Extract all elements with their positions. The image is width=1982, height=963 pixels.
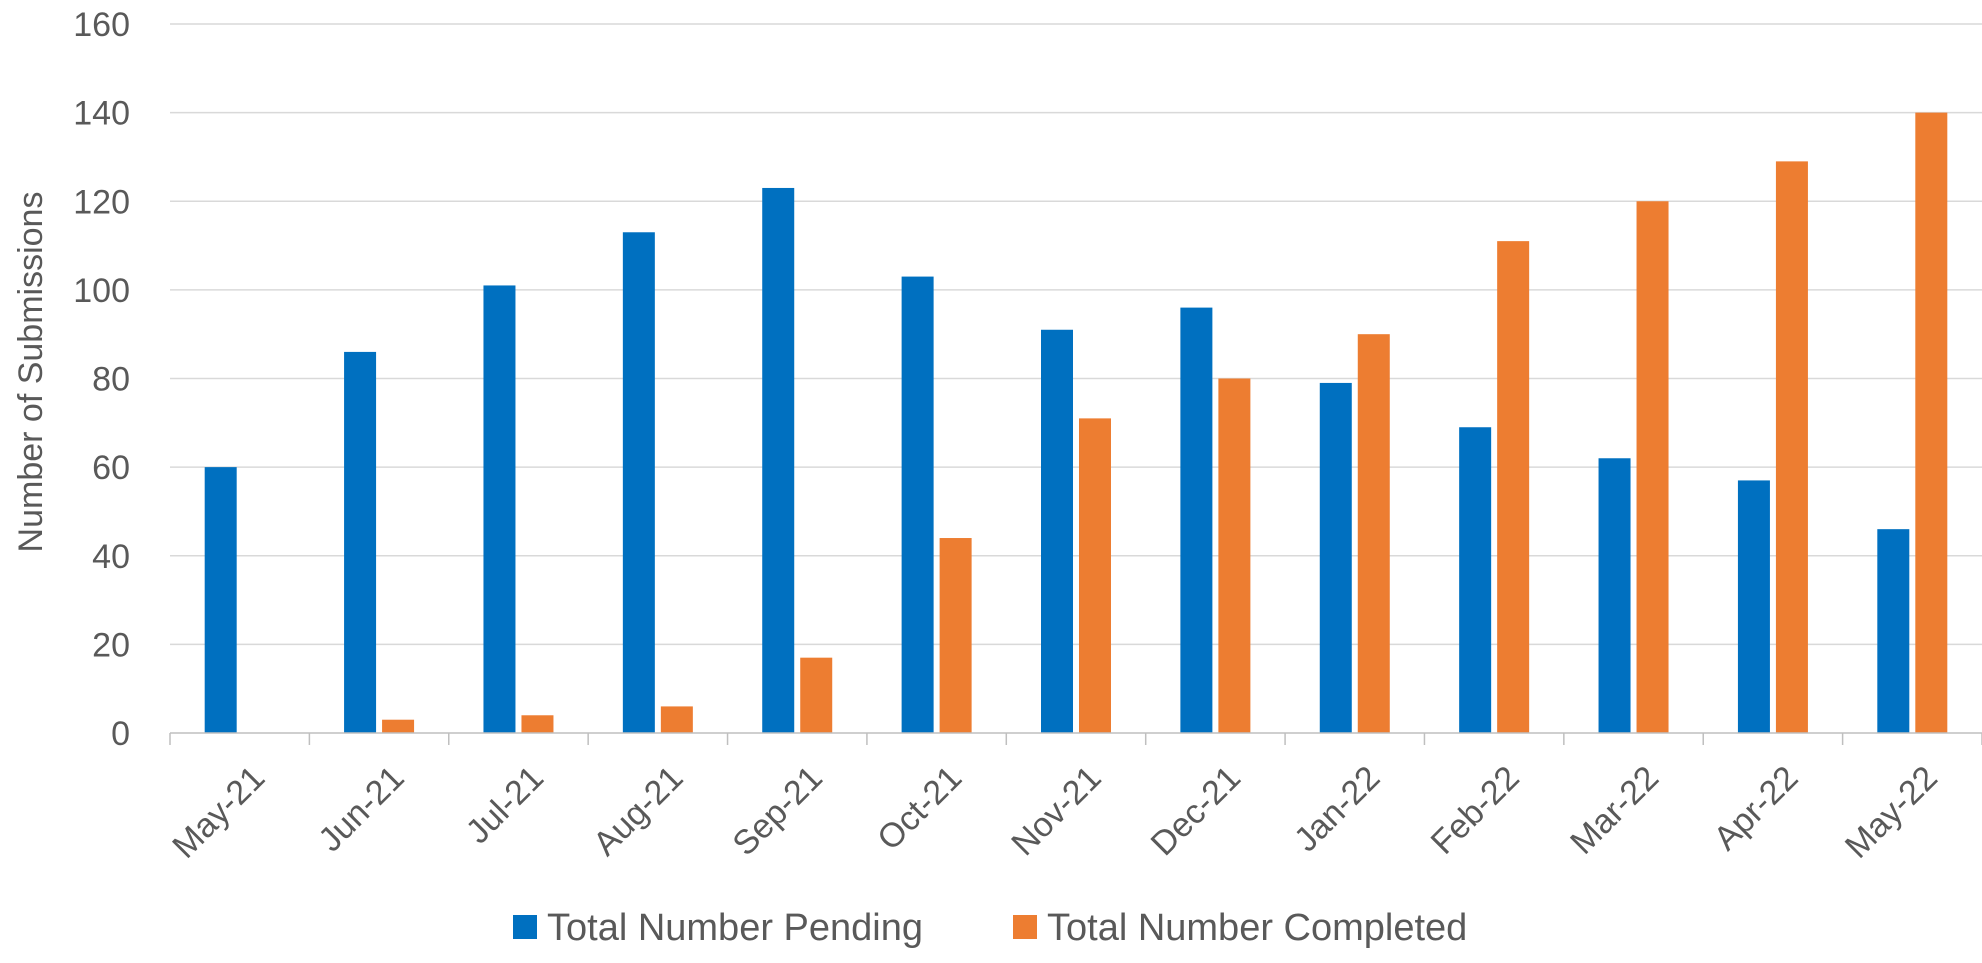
x-tick-label: Apr-22 <box>1707 759 1806 858</box>
y-tick-label: 100 <box>73 272 130 310</box>
bar-pending-jun-21 <box>344 351 377 733</box>
bar-completed-may-22 <box>1915 112 1948 733</box>
bar-completed-apr-22 <box>1775 161 1808 733</box>
x-tick-label: Nov-21 <box>1004 759 1108 863</box>
bar-pending-jul-21 <box>483 285 516 733</box>
y-tick-label: 60 <box>92 449 130 487</box>
bar-pending-aug-21 <box>622 232 655 734</box>
y-axis-title: Number of Submissions <box>12 192 50 553</box>
bar-completed-aug-21 <box>660 706 693 733</box>
bar-pending-may-21 <box>204 467 237 733</box>
legend: Total Number Pending Total Number Complet… <box>513 907 1467 949</box>
bar-completed-mar-22 <box>1636 201 1669 733</box>
bar-pending-feb-22 <box>1459 427 1492 733</box>
x-tick-label: May-22 <box>1838 759 1945 866</box>
x-tick-label: Aug-21 <box>586 759 690 863</box>
bar-completed-sep-21 <box>800 657 833 733</box>
bar-pending-nov-21 <box>1041 329 1073 733</box>
bar-pending-oct-21 <box>901 276 934 733</box>
bar-completed-oct-21 <box>939 538 972 733</box>
legend-swatch <box>1013 915 1037 939</box>
x-tick-labels: May-21 Jun-21 Jul-21 Aug-21 Sep-21 Oct-21 Nov-… <box>165 759 1945 866</box>
y-tick-label: 120 <box>73 183 130 221</box>
y-tick-label: 140 <box>73 95 130 133</box>
legend-label: Total Number Completed <box>1047 907 1467 949</box>
bar-completed-jun-21 <box>382 719 415 733</box>
bar-pending-may-22 <box>1877 529 1910 733</box>
y-tick-labels: 0 20 40 60 80 100 120 140 160 <box>73 6 130 753</box>
x-tick-label: Sep-21 <box>725 759 829 863</box>
legend-label: Total Number Pending <box>547 907 923 949</box>
axes <box>169 732 1982 745</box>
bar-completed-dec-21 <box>1218 378 1251 733</box>
bar-pending-mar-22 <box>1598 458 1631 733</box>
y-tick-label: 0 <box>111 715 130 753</box>
bar-completed-nov-21 <box>1079 418 1111 733</box>
y-tick-label: 80 <box>92 361 130 399</box>
x-tick-label: Oct-21 <box>870 759 969 858</box>
x-tick-label: Jun-21 <box>311 759 411 859</box>
bar-pending-jan-22 <box>1319 382 1352 733</box>
x-tick-label: Feb-22 <box>1424 759 1527 862</box>
x-tick-label: Dec-21 <box>1144 759 1248 863</box>
y-tick-label: 20 <box>92 626 130 664</box>
bar-pending-sep-21 <box>762 187 795 734</box>
legend-item-completed: Total Number Completed <box>1013 907 1467 949</box>
gridlines <box>170 23 1982 646</box>
x-tick-label: Jan-22 <box>1287 759 1387 859</box>
y-tick-label: 40 <box>92 538 130 576</box>
bar-pending-apr-22 <box>1737 480 1770 733</box>
y-tick-label: 160 <box>73 6 130 44</box>
legend-swatch <box>513 915 537 939</box>
bar-completed-jul-21 <box>521 715 554 733</box>
x-tick-label: Mar-22 <box>1563 759 1666 862</box>
x-tick-label: Jul-21 <box>459 759 551 851</box>
bar-completed-feb-22 <box>1497 241 1530 733</box>
bar-completed-jan-22 <box>1357 334 1390 733</box>
x-tick-label: May-21 <box>165 759 272 866</box>
bars <box>204 112 1948 734</box>
legend-item-pending: Total Number Pending <box>513 907 923 949</box>
bar-pending-dec-21 <box>1180 307 1213 733</box>
